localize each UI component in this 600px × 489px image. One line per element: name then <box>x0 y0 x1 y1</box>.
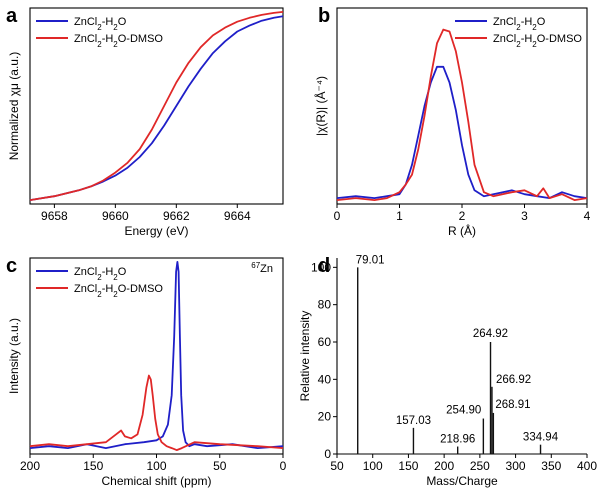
legend-label-part: 2 <box>516 23 521 32</box>
peak-label: 79.01 <box>356 254 385 266</box>
legend-label: ZnCl2-H2O-DMSO <box>74 33 163 49</box>
y-axis-label: |χ(R)| (Å⁻⁴) <box>313 76 328 136</box>
x-tick-label: 100 <box>146 459 166 473</box>
panel-label: a <box>6 5 18 27</box>
peak-label: 268.91 <box>495 399 530 411</box>
x-tick-label: 9658 <box>41 209 68 223</box>
legend-label: ZnCl2-H2O <box>74 16 127 32</box>
legend-label: ZnCl2-H2O <box>493 16 546 32</box>
panel-c: c 200 150 100 50 0 Chemical shift (ppm) Intensi… <box>6 255 287 488</box>
panel-label: c <box>6 255 17 277</box>
x-tick-label: 3 <box>521 209 528 223</box>
x-axis-label: R (Å) <box>448 223 476 238</box>
series-line <box>29 374 284 452</box>
x-tick-label: 200 <box>434 459 454 473</box>
legend-label-part: 2 <box>532 40 537 49</box>
annotation-base: Zn <box>260 263 273 275</box>
x-tick-label: 400 <box>577 459 597 473</box>
legend-label-part: -H <box>102 283 114 295</box>
legend-label-part: 2 <box>113 23 118 32</box>
legend-label-part: ZnCl <box>493 33 516 45</box>
x-tick-label: 50 <box>213 459 227 473</box>
x-tick-label: 200 <box>20 459 40 473</box>
x-axis-label: Chemical shift (ppm) <box>101 474 211 488</box>
legend-label: ZnCl2-H2O-DMSO <box>74 283 163 299</box>
x-tick-label: 4 <box>584 209 591 223</box>
y-tick-label: 80 <box>318 298 332 312</box>
panel-a: a 9658 9660 9662 9664 Energy (eV) Normalized χ… <box>6 5 284 238</box>
legend-label-part: -H <box>102 33 114 45</box>
legend-label-part: -H <box>102 16 114 28</box>
series-line <box>29 260 284 450</box>
x-tick-label: 150 <box>83 459 103 473</box>
y-tick-label: 100 <box>311 260 331 274</box>
peak-label: 218.96 <box>440 434 475 446</box>
x-tick-label: 50 <box>330 459 344 473</box>
peak-label: 157.03 <box>396 415 431 427</box>
peak-label: 334.94 <box>523 432 559 444</box>
panel-label: b <box>318 5 330 27</box>
legend-label-part: 2 <box>113 40 118 49</box>
y-tick-label: 60 <box>318 335 332 349</box>
legend-label-part: 2 <box>97 273 102 282</box>
peak-label: 266.92 <box>496 374 531 386</box>
legend-label-part: O-DMSO <box>118 283 164 295</box>
x-tick-label: 2 <box>459 209 466 223</box>
legend-label-part: O-DMSO <box>118 33 164 45</box>
panel-b: b0 1 2 3 4R (Å)|χ(R)| (Å⁻⁴)ZnCl2-H2OZnCl2-H2… <box>313 5 591 238</box>
legend-label-part: 2 <box>97 40 102 49</box>
series-line <box>29 11 284 201</box>
legend-label-part: ZnCl <box>493 16 516 28</box>
x-tick-label: 0 <box>280 459 287 473</box>
peak-label: 254.90 <box>446 405 481 417</box>
x-tick-label: 0 <box>334 209 341 223</box>
legend-label-part: 2 <box>516 40 521 49</box>
y-tick-label: 0 <box>324 447 331 461</box>
legend-label-part: 2 <box>532 23 537 32</box>
legend-label-part: 2 <box>113 290 118 299</box>
legend-label: ZnCl2-H2O <box>74 266 127 282</box>
panel-d: d 50 100 150 200 250 300 350 400 0 20 40 60 80 100 Mass… <box>298 254 597 488</box>
y-axis-label: Normalized χμ (a.u.) <box>7 52 21 161</box>
legend-label-part: 2 <box>97 290 102 299</box>
legend-label-part: O <box>118 266 127 278</box>
y-tick-label: 20 <box>318 410 332 424</box>
axes <box>336 258 587 455</box>
legend-label-part: ZnCl <box>74 266 97 278</box>
x-axis-label: Mass/Charge <box>426 474 498 488</box>
legend-label-part: ZnCl <box>74 16 97 28</box>
annotation-sup: 67 <box>251 261 260 270</box>
legend-label-part: -H <box>521 16 533 28</box>
x-tick-label: 100 <box>363 459 383 473</box>
legend-label: ZnCl2-H2O-DMSO <box>493 33 582 49</box>
x-tick-label: 350 <box>541 459 561 473</box>
y-axis-label: Relative intensity <box>298 311 312 402</box>
x-tick-label: 250 <box>470 459 490 473</box>
nucleus-annotation: 67Zn <box>251 261 273 276</box>
x-tick-label: 1 <box>396 209 403 223</box>
legend-label-part: -H <box>521 33 533 45</box>
x-tick-label: 9662 <box>163 209 190 223</box>
plot-frame <box>29 7 284 205</box>
x-tick-label: 150 <box>398 459 418 473</box>
legend-label-part: O <box>118 16 127 28</box>
legend-label-part: O <box>537 16 546 28</box>
panel-label: d <box>318 255 330 277</box>
legend-label-part: 2 <box>97 23 102 32</box>
legend-label-part: -H <box>102 266 114 278</box>
series-line <box>336 28 588 202</box>
x-tick-label: 9664 <box>224 209 251 223</box>
x-tick-label: 300 <box>506 459 526 473</box>
legend-label-part: ZnCl <box>74 283 97 295</box>
legend-label-part: ZnCl <box>74 33 97 45</box>
x-axis-label: Energy (eV) <box>124 224 188 238</box>
legend-label-part: 2 <box>113 273 118 282</box>
peak-label: 264.92 <box>473 328 508 340</box>
y-tick-label: 40 <box>318 372 332 386</box>
x-tick-label: 9660 <box>102 209 129 223</box>
legend-label-part: O-DMSO <box>537 33 583 45</box>
y-axis-label: Intensity (a.u.) <box>7 318 21 394</box>
